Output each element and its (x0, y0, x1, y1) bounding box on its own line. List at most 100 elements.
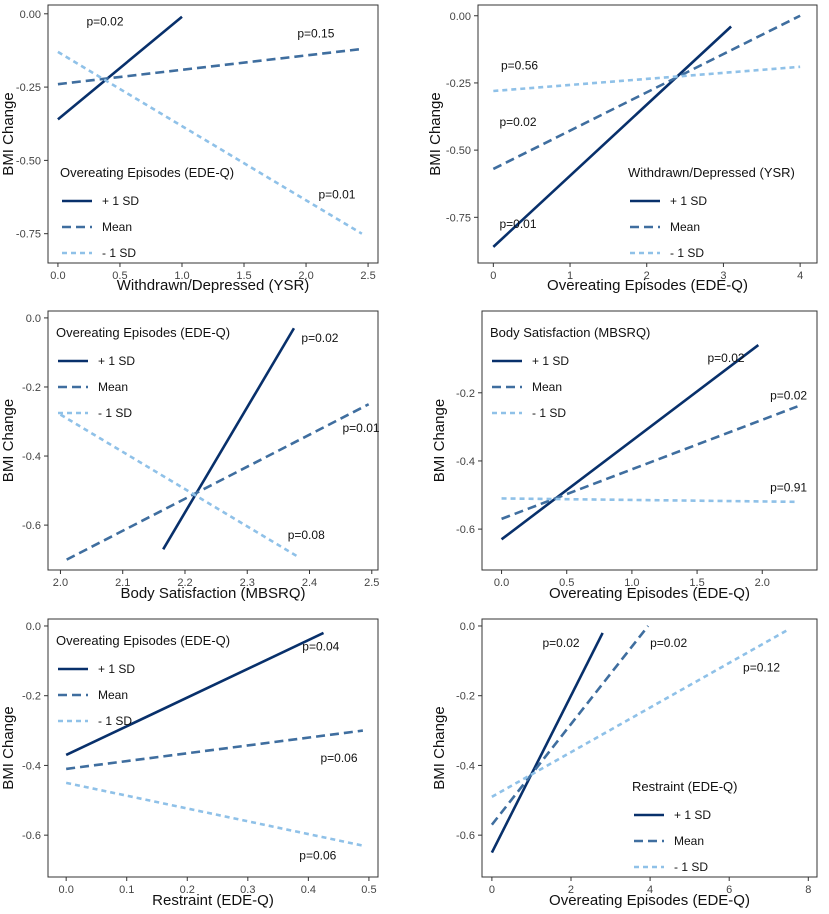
x-tick-label: 2.5 (360, 270, 375, 282)
legend-label: + 1 SD (98, 662, 135, 676)
y-tick-label: 0.0 (26, 621, 41, 633)
legend-title: Overeating Episodes (EDE-Q) (56, 325, 230, 340)
legend-label: + 1 SD (674, 808, 711, 822)
y-axis-label: BMI Change (0, 399, 17, 482)
chart-panel-2: 0.00 -0.25 -0.50 -0.75 0 1 2 3 4 Overeating Episo… (427, 4, 818, 294)
series-line-minus (491, 628, 790, 798)
p-value-label: p=0.02 (650, 636, 687, 650)
legend-label: + 1 SD (98, 354, 135, 368)
x-tick-label: 0 (489, 884, 495, 896)
p-value-label: p=0.56 (501, 59, 538, 73)
x-axis-label: Overeating Episodes (EDE-Q) (549, 585, 750, 602)
y-axis-label: BMI Change (431, 399, 448, 482)
x-tick-label: 4 (797, 270, 803, 282)
series-line-plus (500, 344, 760, 541)
p-value-label: p=0.15 (297, 26, 334, 40)
x-tick-label: 0.3 (240, 884, 255, 896)
legend-title: Overeating Episodes (EDE-Q) (60, 165, 234, 180)
y-axis-label: BMI Change (431, 706, 448, 789)
series-line-plus (57, 15, 183, 121)
x-tick-label: 0.0 (50, 270, 65, 282)
plot-frame (47, 618, 379, 878)
legend: Withdrawn/Depressed (YSR) + 1 SD Mean - 1 S… (628, 165, 795, 260)
legend: Overeating Episodes (EDE-Q) + 1 SD Mean - 1… (60, 165, 234, 260)
y-tick-label: -0.25 (16, 82, 41, 94)
p-value-label: p=0.02 (499, 115, 536, 129)
y-axis-label: BMI Change (427, 92, 444, 175)
x-tick-label: 8 (805, 884, 811, 896)
series-line-mean (66, 403, 370, 561)
y-tick-label: -0.2 (456, 691, 475, 703)
plot-frame (481, 618, 818, 878)
x-tick-label: 1.5 (236, 270, 251, 282)
series-line-mean (492, 14, 801, 171)
y-tick-label: -0.4 (456, 456, 475, 468)
p-value-label: p=0.02 (543, 636, 580, 650)
y-tick-label: -0.6 (456, 524, 475, 536)
chart-panel-3: 0.0 -0.2 -0.4 -0.6 2.0 2.1 2.2 2.3 2.4 2.5 Body Sa… (0, 310, 380, 602)
plot-frame (477, 4, 818, 264)
x-tick-label: 0 (490, 270, 496, 282)
x-axis-label: Restraint (EDE-Q) (152, 892, 274, 909)
legend-title: Restraint (EDE-Q) (632, 779, 737, 794)
legend-label: + 1 SD (670, 194, 707, 208)
legend-label: Mean (532, 380, 562, 394)
series-line-minus (59, 413, 298, 558)
x-axis-label: Body Satisfaction (MBSRQ) (120, 585, 305, 602)
legend-label: - 1 SD (532, 406, 566, 420)
y-tick-label: -0.2 (456, 388, 475, 400)
y-tick-label: -0.75 (446, 212, 471, 224)
x-tick-label: 2.0 (53, 577, 68, 589)
legend-title: Body Satisfaction (MBSRQ) (490, 325, 650, 340)
plot-frame (47, 310, 379, 571)
y-tick-label: -0.75 (16, 229, 41, 241)
x-tick-label: 2.5 (364, 577, 379, 589)
plot-frame (481, 310, 818, 571)
plot-frame (47, 4, 379, 264)
x-tick-label: 1.5 (689, 577, 704, 589)
legend-label: - 1 SD (670, 246, 704, 260)
x-axis-label: Withdrawn/Depressed (YSR) (117, 277, 310, 294)
x-tick-label: 2 (568, 884, 574, 896)
y-tick-label: -0.50 (446, 145, 471, 157)
y-tick-label: -0.4 (22, 451, 41, 463)
p-value-label: p=0.02 (86, 15, 123, 29)
legend-label: Mean (98, 688, 128, 702)
legend-label: + 1 SD (102, 194, 139, 208)
y-tick-label: -0.2 (22, 691, 41, 703)
x-tick-label: 0.4 (301, 884, 316, 896)
series-line-mean (65, 729, 364, 771)
legend-label: - 1 SD (98, 406, 132, 420)
x-tick-label: 0.2 (180, 884, 195, 896)
y-tick-label: -0.2 (22, 382, 41, 394)
p-value-label: p=0.02 (301, 331, 338, 345)
p-value-label: p=0.01 (318, 188, 355, 202)
x-tick-label: 6 (726, 884, 732, 896)
p-value-label: p=0.01 (343, 421, 380, 435)
y-tick-label: -0.6 (22, 830, 41, 842)
series-line-minus (65, 781, 364, 847)
y-tick-label: 0.00 (450, 11, 471, 23)
series-line-mean (57, 47, 363, 86)
chart-panel-6: 0.0 -0.2 -0.4 -0.6 0 2 4 6 8 Overeating Episodes … (431, 618, 818, 909)
x-tick-label: 0.1 (119, 884, 134, 896)
legend: Overeating Episodes (EDE-Q) + 1 SD Mean - 1… (56, 325, 230, 420)
series-line-plus (490, 632, 604, 854)
y-tick-label: 0.0 (26, 313, 41, 325)
p-value-label: p=0.04 (302, 639, 339, 653)
p-value-label: p=0.02 (770, 389, 807, 403)
x-tick-label: 1 (567, 270, 573, 282)
p-value-label: p=0.06 (299, 849, 336, 863)
x-tick-label: 2.2 (177, 577, 192, 589)
series-line-plus (162, 327, 296, 550)
x-tick-label: 4 (647, 884, 653, 896)
x-tick-label: 2.3 (240, 577, 255, 589)
legend-label: Mean (102, 220, 132, 234)
y-tick-label: -0.6 (456, 830, 475, 842)
legend-label: Mean (670, 220, 700, 234)
x-tick-label: 0.0 (494, 577, 509, 589)
x-tick-label: 2 (644, 270, 650, 282)
x-tick-label: 2.0 (755, 577, 770, 589)
legend-label: - 1 SD (102, 246, 136, 260)
x-tick-label: 0.0 (59, 884, 74, 896)
